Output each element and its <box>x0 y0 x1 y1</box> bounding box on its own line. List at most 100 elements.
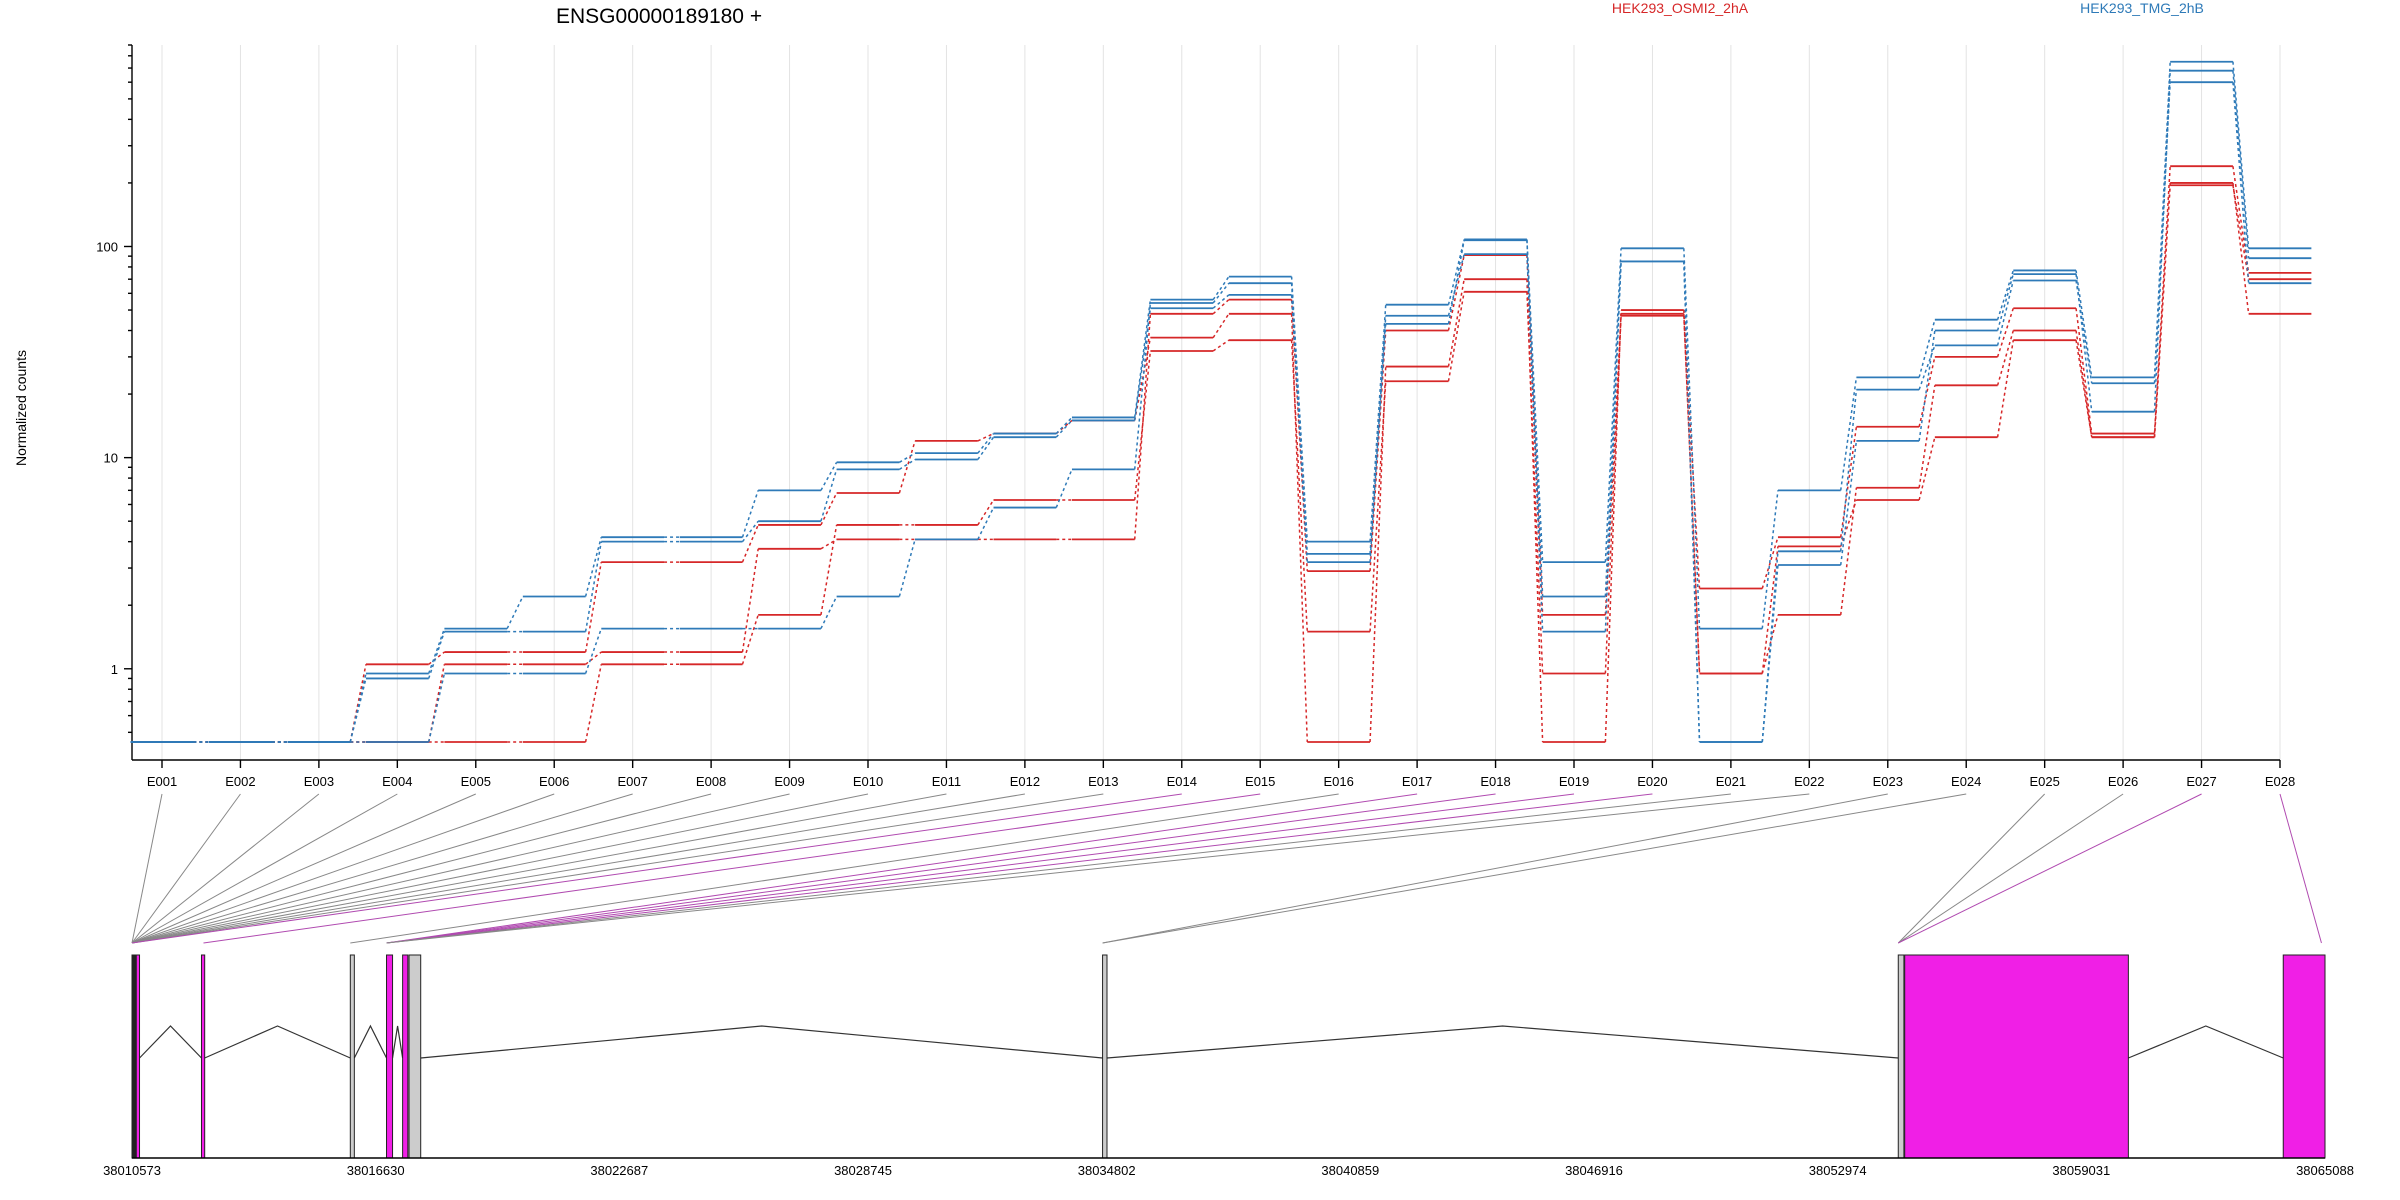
x-tick-label: E001 <box>147 774 177 789</box>
intron-line <box>2128 1025 2284 1059</box>
x-tick-label: E003 <box>304 774 334 789</box>
data-connector <box>585 651 602 665</box>
data-connector <box>1918 345 1936 390</box>
exon-block <box>135 954 141 1159</box>
exon-link <box>386 793 1810 944</box>
data-connector <box>820 461 838 491</box>
intron-line <box>353 1024 388 1059</box>
exon-link <box>131 793 476 944</box>
exon-link <box>386 793 1575 944</box>
data-connector <box>1918 385 1936 488</box>
data-connector <box>1918 356 1936 427</box>
series-5 <box>130 69 2312 743</box>
x-tick-label: E015 <box>1245 774 1275 789</box>
gridlines <box>161 45 2281 760</box>
coordinate-label: 38022687 <box>590 1163 648 1178</box>
data-connector <box>741 548 759 653</box>
data-connector <box>427 673 446 743</box>
x-tick-label: E010 <box>853 774 883 789</box>
x-tick-label: E020 <box>1637 774 1667 789</box>
y-tick-label: 100 <box>96 239 118 254</box>
data-connector <box>428 628 446 674</box>
x-tick-label: E016 <box>1323 774 1353 789</box>
data-connector <box>898 452 916 463</box>
data-connector <box>1369 330 1387 572</box>
data-connector <box>977 432 994 442</box>
data-connector <box>584 561 603 653</box>
x-tick-label: E006 <box>539 774 569 789</box>
data-connector <box>1604 248 1622 563</box>
data-connector <box>2232 182 2250 314</box>
data-connector <box>584 541 603 632</box>
x-tick-label: E004 <box>382 774 412 789</box>
data-connector <box>2075 270 2093 378</box>
exon-block <box>200 954 206 1159</box>
data-connector <box>741 524 759 563</box>
intron-line <box>204 1025 351 1059</box>
data-connector <box>1996 340 2015 438</box>
data-connector <box>1369 366 1387 743</box>
data-connector <box>584 664 603 743</box>
data-connector <box>349 678 367 743</box>
exon-link <box>131 793 555 944</box>
data-connector <box>1761 551 1779 743</box>
x-tick-label: E005 <box>461 774 491 789</box>
exon-link <box>386 793 1731 944</box>
x-tick-label: E002 <box>225 774 255 789</box>
data-connector <box>741 490 759 538</box>
exon-link <box>131 793 947 944</box>
exon-block <box>349 954 355 1159</box>
y-axis-label: Normalized counts <box>13 350 29 466</box>
data-connector <box>1996 280 2015 346</box>
data-connector <box>1212 276 1230 301</box>
exon-link <box>131 793 790 944</box>
data-connector <box>977 433 995 454</box>
data-connector <box>2232 70 2250 259</box>
y-tick-label: 1 <box>111 662 118 677</box>
series-1 <box>130 165 2312 743</box>
exon-block <box>1897 954 1905 1159</box>
data-connector <box>506 596 524 629</box>
exon-link <box>131 793 320 944</box>
data-connector <box>1918 319 1936 378</box>
data-connector <box>741 520 759 543</box>
data-connector <box>584 628 602 674</box>
exon-link <box>386 793 1653 944</box>
coordinate-label: 38040859 <box>1321 1163 1379 1178</box>
exon-link <box>386 793 1418 944</box>
data-connector <box>1683 313 1701 674</box>
exon-link <box>131 793 163 944</box>
data-connector <box>1447 240 1465 325</box>
exon-links <box>131 793 2322 944</box>
data-connector <box>584 536 603 597</box>
data-connector <box>427 631 446 679</box>
data-connector <box>427 664 446 743</box>
coordinate-axis: 38010573 38016630 38022687 38028745 38034802… <box>103 1157 2354 1178</box>
exon-link <box>131 793 1025 944</box>
data-connector <box>1290 340 1309 632</box>
x-tick-label: E027 <box>2186 774 2216 789</box>
data-connector <box>1604 261 1622 632</box>
exon-block <box>408 954 422 1159</box>
data-connector <box>1526 279 1544 743</box>
coordinate-label: 38016630 <box>347 1163 405 1178</box>
data-connector <box>820 469 838 522</box>
chart-title: ENSG00000189180 + <box>556 5 762 28</box>
legend-condition-2: HEK293_TMG_2hB <box>2080 0 2204 16</box>
coordinate-label: 38052974 <box>1809 1163 1867 1178</box>
intron-line <box>391 1025 404 1059</box>
x-tick-label: E023 <box>1873 774 1903 789</box>
data-connector <box>1447 253 1465 316</box>
coordinate-label: 38028745 <box>834 1163 892 1178</box>
data-connector <box>2153 70 2171 412</box>
data-connector <box>1761 490 1779 629</box>
data-connector <box>1369 315 1387 563</box>
y-tick-label: 10 <box>104 451 118 466</box>
exon-link <box>131 793 869 944</box>
exon-link <box>131 793 712 944</box>
x-tick-label: E022 <box>1794 774 1824 789</box>
exon-block <box>402 954 409 1159</box>
data-connector <box>2153 185 2171 438</box>
exon-link <box>131 793 633 944</box>
